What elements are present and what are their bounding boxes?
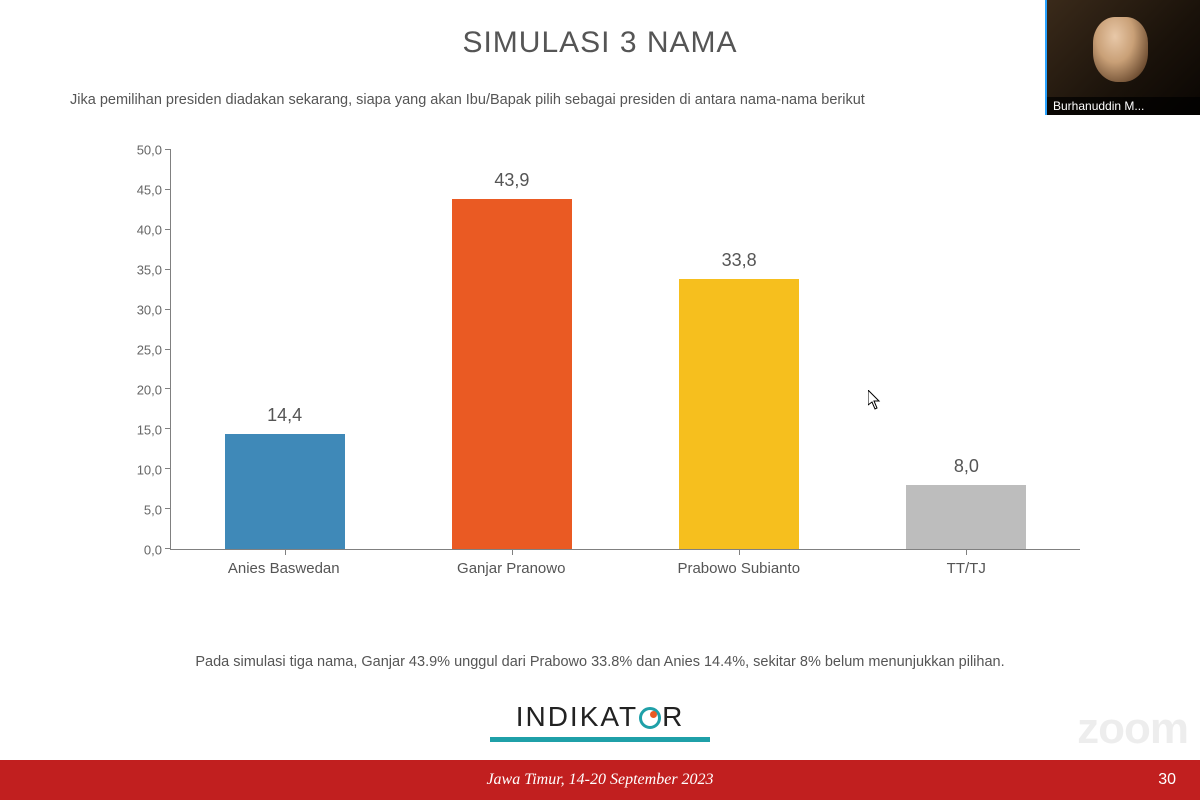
logo-text-before: INDIKAT: [516, 701, 638, 732]
logo-underline: [490, 737, 710, 742]
webcam-thumbnail[interactable]: Burhanuddin M...: [1045, 0, 1200, 115]
y-axis: 0,05,010,015,020,025,030,035,040,045,050…: [120, 150, 170, 550]
logo-o-icon: [639, 707, 661, 729]
y-tick-label: 35,0: [137, 263, 162, 278]
bar-column: 33,8: [626, 150, 853, 549]
y-tick-label: 40,0: [137, 223, 162, 238]
x-axis-label: Anies Baswedan: [170, 550, 398, 590]
bar-column: 14,4: [171, 150, 398, 549]
plot-area: 14,4 43,9 33,8 8,0: [170, 150, 1080, 550]
footer-text: Jawa Timur, 14-20 September 2023: [486, 771, 713, 789]
slide-caption: Pada simulasi tiga nama, Ganjar 43.9% un…: [0, 654, 1200, 670]
bar-value-label: 8,0: [954, 456, 979, 477]
x-axis-label: TT/TJ: [853, 550, 1081, 590]
y-tick-mark: [165, 149, 171, 150]
x-axis-labels: Anies BaswedanGanjar PranowoPrabowo Subi…: [170, 550, 1080, 590]
bar: [906, 485, 1026, 549]
y-tick-label: 25,0: [137, 343, 162, 358]
y-tick-label: 5,0: [144, 503, 162, 518]
y-tick-label: 30,0: [137, 303, 162, 318]
presentation-stage: SIMULASI 3 NAMA Jika pemilihan presiden …: [0, 0, 1200, 800]
bar-column: 8,0: [853, 150, 1080, 549]
x-axis-label: Ganjar Pranowo: [398, 550, 626, 590]
y-tick-mark: [165, 468, 171, 469]
logo-area: INDIKAT R: [0, 701, 1200, 742]
zoom-watermark: zoom: [1077, 704, 1188, 754]
bar-value-label: 33,8: [722, 250, 757, 271]
page-number: 30: [1158, 771, 1176, 789]
y-tick-mark: [165, 508, 171, 509]
y-tick-mark: [165, 229, 171, 230]
bar-value-label: 43,9: [494, 170, 529, 191]
y-tick-label: 45,0: [137, 183, 162, 198]
slide-question: Jika pemilihan presiden diadakan sekaran…: [70, 92, 1130, 108]
y-tick-mark: [165, 189, 171, 190]
slide-footer: Jawa Timur, 14-20 September 2023 30: [0, 760, 1200, 800]
bars-container: 14,4 43,9 33,8 8,0: [171, 150, 1080, 549]
y-tick-label: 50,0: [137, 143, 162, 158]
y-tick-label: 10,0: [137, 463, 162, 478]
y-tick-mark: [165, 548, 171, 549]
bar: [679, 279, 799, 549]
bar-column: 43,9: [398, 150, 625, 549]
y-tick-mark: [165, 388, 171, 389]
logo-text-after: R: [662, 701, 684, 732]
y-tick-label: 0,0: [144, 543, 162, 558]
y-tick-mark: [165, 349, 171, 350]
y-tick-mark: [165, 428, 171, 429]
webcam-name-label: Burhanuddin M...: [1047, 97, 1200, 115]
bar-value-label: 14,4: [267, 405, 302, 426]
y-tick-label: 20,0: [137, 383, 162, 398]
bar: [452, 199, 572, 549]
bar: [225, 434, 345, 549]
y-tick-mark: [165, 269, 171, 270]
bar-chart: 0,05,010,015,020,025,030,035,040,045,050…: [120, 150, 1080, 590]
y-tick-label: 15,0: [137, 423, 162, 438]
y-tick-mark: [165, 309, 171, 310]
slide-title: SIMULASI 3 NAMA: [0, 26, 1200, 60]
indikator-logo: INDIKAT R: [516, 701, 685, 733]
slide: SIMULASI 3 NAMA Jika pemilihan presiden …: [0, 0, 1200, 800]
x-axis-label: Prabowo Subianto: [625, 550, 853, 590]
